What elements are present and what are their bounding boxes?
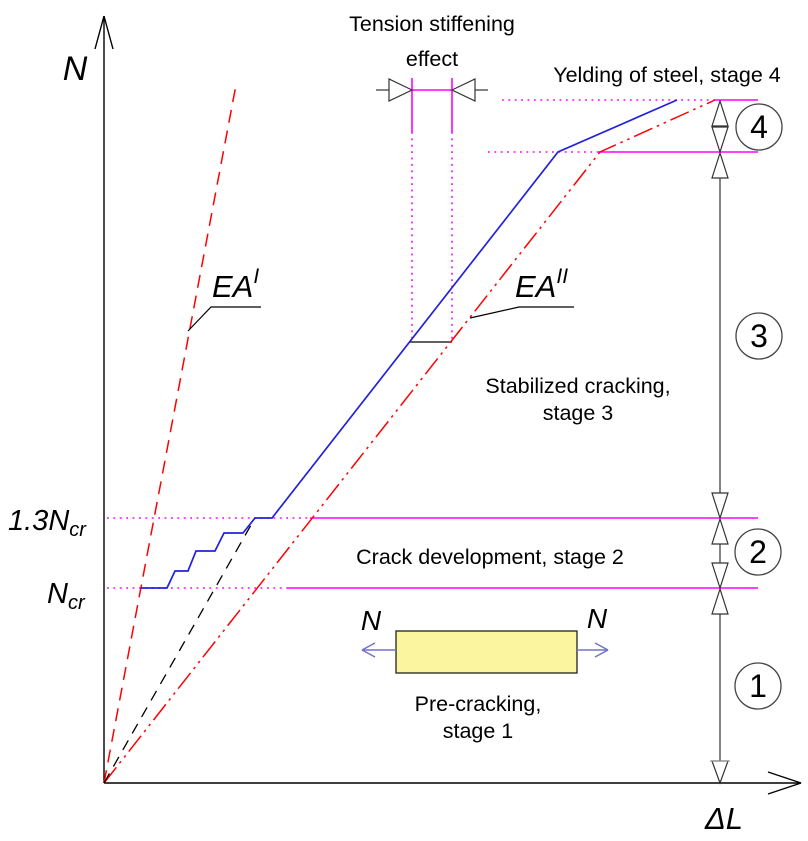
stage-badge-4: 4 xyxy=(735,103,783,151)
ncr-label: Ncr xyxy=(47,578,86,614)
stage-badge-3: 3 xyxy=(735,312,783,360)
stage1-label-line1: Pre-cracking, xyxy=(415,692,542,716)
specimen-n-right-label: N xyxy=(587,603,608,634)
svg-text:2: 2 xyxy=(749,534,767,570)
ea1-label: EAI xyxy=(212,265,259,304)
ea2-leader-line xyxy=(469,306,574,319)
stage-badge-2: 2 xyxy=(734,528,782,576)
stage3-label-line1: Stabilized cracking, xyxy=(485,374,670,398)
response-curve xyxy=(141,99,678,589)
specimen-left-arrow xyxy=(361,642,396,658)
ea1-line xyxy=(103,84,237,784)
svg-text:3: 3 xyxy=(750,318,768,354)
tension-stiffening-markers xyxy=(411,78,453,341)
svg-text:1: 1 xyxy=(749,668,767,704)
y-axis-label: N xyxy=(63,50,88,88)
tension-stiffening-label-line2: effect xyxy=(406,47,458,71)
ea2-label: EAII xyxy=(515,265,568,304)
y-axis xyxy=(94,15,114,783)
svg-text:4: 4 xyxy=(750,109,768,145)
specimen-n-left-label: N xyxy=(361,605,382,636)
specimen-right-arrow xyxy=(577,642,609,658)
x-axis xyxy=(104,771,802,795)
ea2-line xyxy=(103,99,716,784)
stage2-label: Crack development, stage 2 xyxy=(356,545,624,569)
load-level-lines xyxy=(107,99,758,589)
tension-stiffening-label-line1: Tension stiffening xyxy=(349,12,515,36)
x-axis-label: ΔL xyxy=(704,801,743,836)
stage3-label-line2: stage 3 xyxy=(543,401,614,425)
tension-stiffening-arrows xyxy=(376,78,488,102)
stage-badge-1: 1 xyxy=(734,662,782,710)
stage1-label-line2: stage 1 xyxy=(443,719,514,743)
ncr13-label: 1.3Ncr xyxy=(8,505,87,541)
stage-dimension-chain xyxy=(710,99,730,785)
specimen-sketch: N N xyxy=(361,603,609,674)
ea1-leader-line xyxy=(187,306,261,332)
mean-crack-formation-line xyxy=(103,517,256,784)
stage4-label: Yelding of steel, stage 4 xyxy=(553,63,781,87)
